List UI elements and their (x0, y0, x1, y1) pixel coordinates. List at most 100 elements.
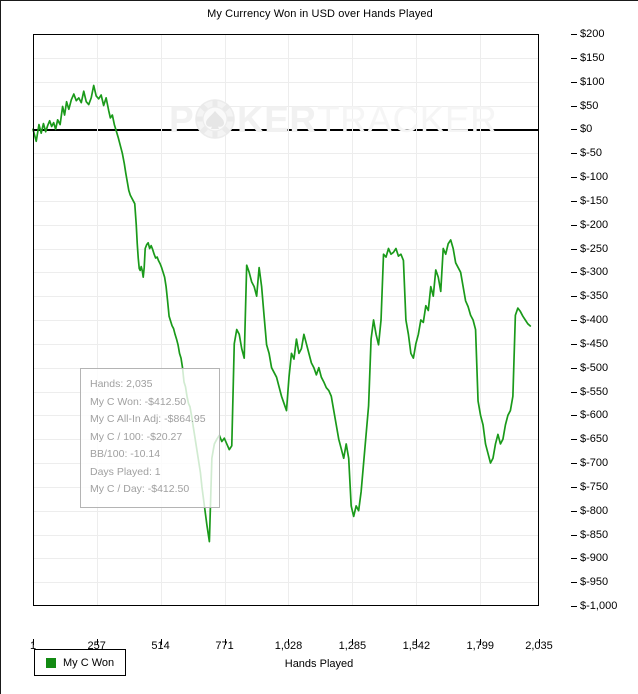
gridline-horizontal (33, 129, 539, 131)
y-axis-tick (571, 272, 577, 274)
gridline-vertical (224, 34, 226, 606)
y-axis-tick (571, 248, 577, 250)
y-axis-label: $-750 (580, 480, 609, 493)
gridline-horizontal (33, 510, 539, 512)
y-axis-label: $50 (580, 99, 599, 112)
x-axis-label: 1,542 (402, 640, 431, 652)
plot-area[interactable]: P KER TRACKER Hands: 2,035 My C Won: -$4… (30, 28, 617, 670)
stat-days-played: Days Played: 1 (90, 465, 161, 478)
y-axis-tick (571, 296, 577, 298)
gridline-horizontal (33, 57, 539, 59)
y-axis-tick (571, 486, 577, 488)
gridline-vertical (96, 34, 98, 606)
stat-my-c-won: My C Won: -$412.50 (90, 395, 187, 408)
x-axis-label: 1,285 (338, 640, 367, 652)
gridline-horizontal (33, 534, 539, 536)
y-axis-label: $-700 (580, 457, 609, 469)
gridline-horizontal (33, 439, 539, 441)
y-axis-tick (571, 177, 577, 178)
y-axis-tick (571, 606, 577, 607)
y-axis-label: $-650 (580, 433, 609, 446)
y-axis-tick (571, 105, 577, 107)
y-axis-tick (571, 510, 577, 512)
gridline-horizontal (33, 582, 539, 584)
y-axis-label: $-600 (580, 409, 609, 422)
gridline-horizontal (33, 296, 539, 298)
y-axis-label: $-800 (580, 504, 609, 517)
x-axis-tick (96, 639, 98, 645)
y-axis-tick (571, 391, 577, 393)
gridline-vertical (352, 34, 354, 606)
gridline-horizontal (33, 463, 539, 464)
gridline-vertical (288, 34, 290, 606)
y-axis-tick (571, 534, 577, 536)
x-axis-tick (224, 639, 226, 645)
y-axis-label: $-950 (580, 576, 609, 589)
y-axis-label: $-400 (580, 314, 609, 326)
y-axis-label: $-300 (580, 266, 609, 279)
y-axis-tick (571, 463, 577, 464)
y-axis-tick (571, 367, 577, 369)
y-axis-tick (571, 415, 577, 417)
y-axis-tick (571, 129, 577, 131)
gridline-horizontal (33, 558, 539, 560)
y-axis-label: $-200 (580, 218, 609, 231)
y-axis-tick (571, 439, 577, 441)
y-axis-label: $-150 (580, 194, 609, 207)
y-axis-tick (571, 200, 577, 202)
y-axis-tick (571, 153, 577, 155)
stat-hands: Hands: 2,035 (90, 378, 153, 390)
x-axis-label: 1 (29, 640, 37, 652)
y-axis-tick (571, 224, 577, 226)
gridline-horizontal (33, 320, 539, 321)
chart-title: My Currency Won in USD over Hands Played (207, 8, 433, 20)
gridline-horizontal (33, 224, 539, 226)
gridline-horizontal (33, 367, 539, 369)
y-axis-label: $-550 (580, 385, 609, 398)
gridline-horizontal (33, 415, 539, 417)
y-axis-label: $-500 (580, 361, 609, 374)
gridline-horizontal (33, 272, 539, 274)
x-axis-tick (539, 639, 540, 645)
stat-bb-per-100: BB/100: -10.14 (90, 448, 161, 460)
y-axis-tick (571, 558, 577, 560)
legend-label: My C Won (63, 656, 115, 669)
y-axis-label: $-450 (580, 337, 609, 350)
y-axis-tick (571, 57, 577, 59)
legend-swatch-icon (46, 657, 56, 668)
y-axis-label: $-50 (580, 147, 603, 160)
y-axis-tick (571, 34, 577, 35)
gridline-horizontal (33, 343, 539, 345)
stat-my-c-per-100: My C / 100: -$20.27 (90, 430, 183, 443)
x-axis-tick (480, 639, 482, 645)
stat-my-c-per-day: My C / Day: -$412.50 (90, 483, 190, 495)
y-axis-label: $-850 (580, 528, 609, 541)
gridline-horizontal (33, 391, 539, 393)
legend[interactable]: My C Won (34, 649, 127, 676)
y-axis-label: $-1,000 (580, 600, 618, 612)
x-axis-label: 1,799 (466, 640, 495, 652)
y-axis-tick (571, 320, 577, 321)
y-axis-label: $0 (580, 123, 593, 136)
x-axis-label: 514 (151, 640, 170, 652)
y-axis-label: $-250 (580, 242, 609, 255)
x-axis-tick (33, 639, 34, 645)
gridline-vertical (416, 34, 418, 606)
y-axis-label: $100 (580, 75, 605, 88)
gridline-horizontal (33, 105, 539, 107)
gridline-horizontal (33, 153, 539, 155)
gridline-vertical (480, 34, 482, 606)
x-axis-tick (416, 639, 418, 645)
x-axis-title: Hands Played (284, 658, 354, 670)
x-axis-tick (160, 639, 162, 645)
x-axis-label: 771 (215, 640, 234, 652)
y-axis-label: $150 (580, 51, 605, 64)
gridline-horizontal (33, 81, 539, 83)
y-axis-tick (571, 582, 577, 584)
x-axis-tick (288, 639, 290, 645)
gridline-vertical (160, 34, 162, 606)
gridline-horizontal (33, 248, 539, 250)
y-axis-tick (571, 343, 577, 345)
x-axis-label: 2,035 (525, 640, 553, 652)
